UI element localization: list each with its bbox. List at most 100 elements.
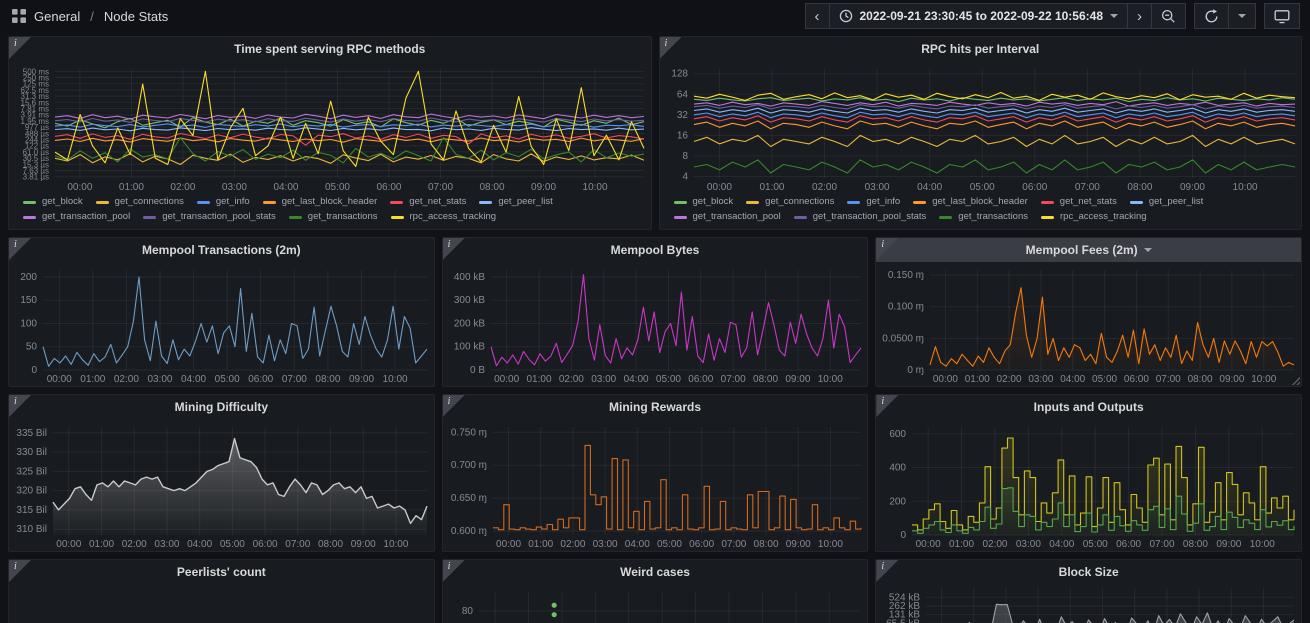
- chart-rpc-time[interactable]: 00:00 01:00 02:00 03:00 04:00 05:00 06:00 07:00…: [9, 61, 651, 194]
- refresh-interval-dropdown[interactable]: [1229, 3, 1256, 29]
- chart-mempool-transactions[interactable]: 00:00 01:00 02:00 03:00 04:00 05:00 06:00 07:00…: [9, 262, 434, 386]
- breadcrumb-section[interactable]: General: [34, 8, 81, 24]
- legend-item-get_last_block_header[interactable]: get_last_block_header: [262, 195, 377, 209]
- x-tick-label: 01:00: [528, 539, 553, 550]
- legend-swatch: [23, 215, 36, 219]
- legend-item-rpc_access_tracking[interactable]: rpc_access_tracking: [390, 210, 496, 224]
- legend-item-get_net_stats[interactable]: get_net_stats: [1040, 195, 1117, 209]
- y-tick-label: 50: [26, 342, 38, 353]
- chevron-down-icon[interactable]: [1143, 248, 1152, 252]
- y-tick-label: 4: [682, 171, 688, 182]
- panel-title[interactable]: Mempool Transactions (2m): [141, 243, 301, 257]
- chart-mempool-bytes[interactable]: 00:00 01:00 02:00 03:00 04:00 05:00 06:00 07:00…: [443, 262, 868, 386]
- y-tick-label: 7.63 µs: [23, 167, 49, 176]
- legend-item-get_block[interactable]: get_block: [673, 195, 733, 209]
- legend-item-get_transactions[interactable]: get_transactions: [288, 210, 378, 224]
- refresh-button[interactable]: [1194, 3, 1229, 29]
- scatter-point: [551, 602, 557, 608]
- x-tick-label: 00:00: [494, 374, 519, 385]
- legend-item-get_net_stats[interactable]: get_net_stats: [390, 195, 466, 209]
- x-tick-label: 02:00: [122, 539, 147, 550]
- chart-mining-difficulty[interactable]: 00:00 01:00 02:00 03:00 04:00 05:00 06:00 07:00…: [9, 419, 434, 551]
- legend-label: get_transaction_pool: [42, 211, 131, 222]
- time-range-picker[interactable]: 2022-09-21 23:30:45 to 2022-09-22 10:56:…: [829, 3, 1128, 29]
- legend-item-get_connections[interactable]: get_connections: [95, 195, 184, 209]
- x-tick-label: 07:00: [720, 374, 745, 385]
- panel-title[interactable]: Mempool Bytes: [610, 243, 700, 257]
- legend-label: get_transaction_pool_stats: [812, 211, 927, 222]
- chart-inputs-outputs[interactable]: 00:00 01:00 02:00 03:00 04:00 05:00 06:00 07:00…: [876, 419, 1301, 551]
- legend-item-get_block[interactable]: get_block: [23, 195, 83, 209]
- series-get_block: [693, 97, 1295, 103]
- x-tick-label: 02:00: [983, 539, 1008, 550]
- legend-item-get_transactions[interactable]: get_transactions: [939, 210, 1028, 224]
- panel-title[interactable]: Block Size: [1058, 565, 1119, 579]
- legend-swatch: [262, 200, 276, 204]
- chart-block-size[interactable]: 00:0001:0002:0003:0004:0005:0006:0007:00…: [876, 584, 1301, 623]
- y-tick-label: 488 µs: [25, 129, 49, 138]
- chevron-right-icon: ›: [1137, 7, 1142, 25]
- legend-item-get_peer_list[interactable]: get_peer_list: [1129, 195, 1203, 209]
- panel-title[interactable]: Mempool Fees (2m): [1025, 243, 1138, 257]
- chart-mempool-fees[interactable]: 00:00 01:00 02:00 03:00 04:00 05:00 06:00 07:00…: [876, 262, 1301, 386]
- y-tick-label: 320 Bil: [16, 486, 47, 497]
- scatter-point: [551, 612, 557, 618]
- panel-title[interactable]: Mining Rewards: [609, 400, 702, 414]
- y-tick-label: 325 Bil: [16, 466, 47, 477]
- legend-item-get_info[interactable]: get_info: [196, 195, 250, 209]
- x-tick-label: 02:00: [114, 374, 139, 385]
- panel-resize-handle[interactable]: [1291, 376, 1301, 385]
- x-tick-label: 09:00: [349, 374, 374, 385]
- series-rpc_access_tracking: [54, 70, 645, 168]
- legend-item-get_transaction_pool_stats[interactable]: get_transaction_pool_stats: [143, 210, 276, 224]
- zoom-out-button[interactable]: [1152, 3, 1186, 29]
- legend-item-get_transaction_pool_stats[interactable]: get_transaction_pool_stats: [793, 210, 927, 224]
- x-tick-label: 05:00: [1092, 374, 1117, 385]
- legend-swatch: [746, 200, 760, 204]
- x-tick-label: 04:00: [623, 374, 648, 385]
- panel-title[interactable]: Mining Difficulty: [174, 400, 268, 414]
- x-tick-label: 01:00: [759, 182, 784, 193]
- time-shift-back-button[interactable]: ‹: [804, 3, 830, 29]
- panel-title[interactable]: RPC hits per Interval: [921, 42, 1040, 56]
- x-tick-label: 00:00: [56, 539, 81, 550]
- kiosk-mode-button[interactable]: [1264, 3, 1300, 29]
- chart-peerlists-count[interactable]: 00:0001:0002:0003:0004:0005:0006:0007:00…: [9, 584, 434, 623]
- y-tick-label: 244 µs: [25, 136, 49, 145]
- panel-title[interactable]: Peerlists' count: [176, 565, 266, 579]
- panel-title[interactable]: Weird cases: [620, 565, 690, 579]
- y-tick-label: 200: [890, 496, 907, 507]
- legend-item-get_transaction_pool[interactable]: get_transaction_pool: [673, 210, 781, 224]
- legend-label: get_net_stats: [1059, 196, 1117, 207]
- x-tick-label: 04:00: [273, 182, 298, 193]
- panel-title[interactable]: Inputs and Outputs: [1033, 400, 1144, 414]
- chart-mining-rewards[interactable]: 00:00 01:00 02:00 03:00 04:00 05:00 06:00 07:00…: [443, 419, 868, 551]
- y-tick-label: 100 kB: [454, 342, 485, 353]
- time-picker-group: ‹ 2022-09-21 23:30:45 to 2022-09-22 10:5…: [804, 3, 1186, 29]
- chart-weird-cases[interactable]: 00:0001:0002:0003:0004:0005:0006:0007:00…: [443, 584, 868, 623]
- x-tick-label: 00:00: [916, 539, 941, 550]
- legend-item-get_last_block_header[interactable]: get_last_block_header: [913, 195, 1028, 209]
- panel-title[interactable]: Time spent serving RPC methods: [234, 42, 426, 56]
- y-tick-label: 400: [890, 463, 907, 474]
- y-tick-label: 128: [671, 69, 688, 80]
- x-tick-label: 04:00: [624, 539, 649, 550]
- legend-item-get_connections[interactable]: get_connections: [746, 195, 834, 209]
- dashboard-grid: i Time spent serving RPC methods 00:00 01…: [0, 32, 1310, 623]
- legend-item-get_peer_list[interactable]: get_peer_list: [479, 195, 553, 209]
- legend-item-get_transaction_pool[interactable]: get_transaction_pool: [23, 210, 130, 224]
- x-tick-label: 08:00: [315, 374, 340, 385]
- x-tick-label: 03:00: [1016, 539, 1041, 550]
- legend-item-get_info[interactable]: get_info: [847, 195, 900, 209]
- legend-swatch: [847, 200, 861, 204]
- legend-item-rpc_access_tracking[interactable]: rpc_access_tracking: [1041, 210, 1147, 224]
- legend-swatch: [390, 215, 404, 219]
- breadcrumb-page[interactable]: Node Stats: [103, 8, 169, 24]
- legend-label: get_transactions: [307, 211, 378, 222]
- legend-swatch: [673, 215, 687, 219]
- x-tick-label: 06:00: [376, 182, 401, 193]
- dashboards-grid-icon[interactable]: [12, 9, 26, 23]
- time-shift-forward-button[interactable]: ›: [1128, 3, 1152, 29]
- x-tick-label: 08:00: [753, 539, 778, 550]
- chart-rpc-hits[interactable]: 00:00 01:00 02:00 03:00 04:00 05:00 06:00 07:00…: [660, 61, 1302, 194]
